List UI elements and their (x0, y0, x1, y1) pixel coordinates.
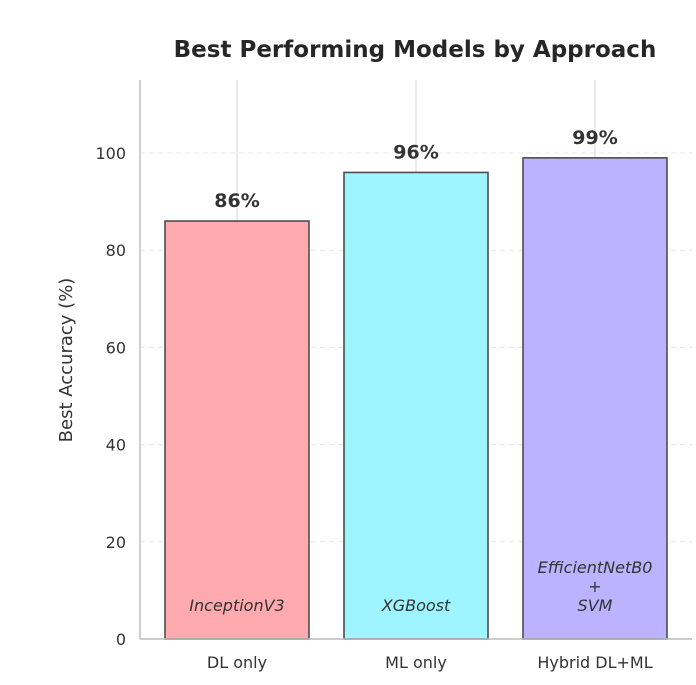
model-label: InceptionV3 (189, 596, 284, 615)
bar (522, 157, 668, 640)
data-label: 96% (393, 141, 438, 163)
y-tick-label: 40 (106, 436, 126, 455)
model-label: XGBoost (381, 596, 451, 615)
y-tick-label: 100 (95, 144, 126, 163)
data-label: 86% (214, 190, 259, 212)
model-label: EfficientNetB0 (538, 558, 653, 577)
y-tick-label: 80 (106, 241, 126, 260)
bars-group (164, 157, 668, 640)
x-tick-label: ML only (385, 653, 447, 672)
y-tick-label: 0 (116, 630, 126, 649)
bar (164, 220, 310, 640)
y-axis-label: Best Accuracy (%) (56, 278, 77, 443)
y-tick-label: 20 (106, 533, 126, 552)
chart-title: Best Performing Models by Approach (174, 37, 657, 63)
bar (343, 171, 489, 640)
model-label: SVM (578, 596, 613, 615)
x-tick-label: DL only (207, 653, 267, 672)
y-tick-label: 60 (106, 338, 126, 357)
axes (139, 80, 692, 640)
data-label: 99% (572, 127, 617, 149)
x-tick-label: Hybrid DL+ML (537, 653, 652, 672)
model-label: + (588, 577, 601, 596)
labels-group: 0 20 40 60 80 100 DL only ML only Hybrid DL+ML 86… (95, 127, 652, 672)
